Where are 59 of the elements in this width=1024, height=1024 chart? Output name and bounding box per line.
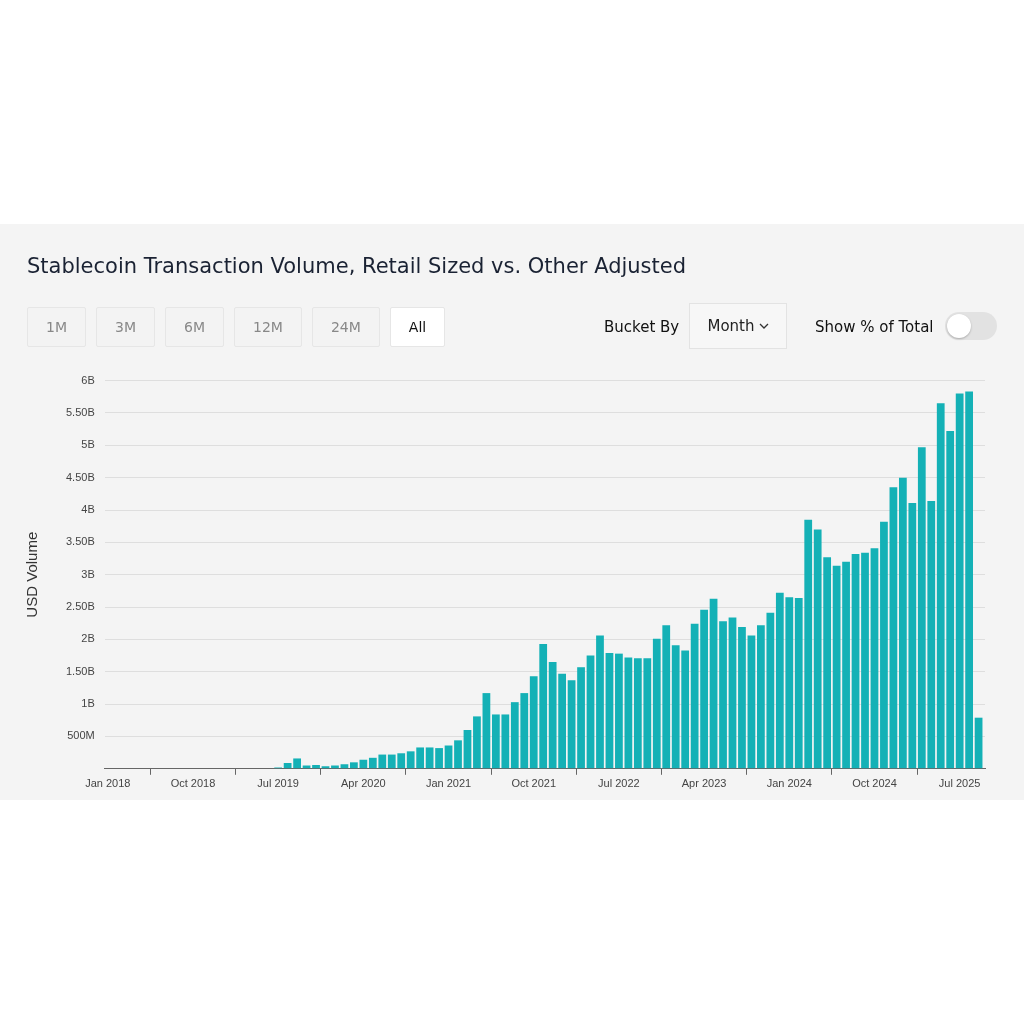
y-tick-label: 4.50B (66, 470, 95, 483)
bar (567, 680, 576, 769)
bar (719, 621, 727, 769)
y-tick-label: 1.50B (66, 664, 95, 677)
y-tick-label: 2.50B (66, 600, 95, 613)
bar (482, 693, 491, 769)
bar (832, 565, 841, 769)
bar (586, 655, 595, 769)
bar (709, 598, 718, 769)
chart-title: Stablecoin Transaction Volume, Retail Sized vs. Other Adjusted (27, 254, 687, 278)
x-tick-label: Jan 2024 (766, 777, 812, 790)
bar (435, 748, 443, 769)
bar (842, 561, 850, 769)
bar (425, 747, 434, 769)
y-tick-label: 5B (81, 438, 95, 451)
y-tick-label: 4B (81, 503, 95, 516)
y-tick-label: 3.50B (66, 535, 95, 548)
bar (728, 617, 737, 769)
bar (880, 521, 888, 769)
x-tick-label: Apr 2023 (681, 777, 727, 790)
y-tick-label: 5.50B (66, 405, 95, 418)
text: Show % of Total (815, 318, 934, 336)
bar (577, 667, 585, 769)
bar (851, 554, 860, 769)
x-tick-label: Jul 2025 (938, 777, 981, 790)
text: All (389, 307, 446, 347)
y-tick-label: 500M (67, 729, 95, 742)
text: 24M (311, 307, 380, 347)
x-tick-label: Oct 2024 (852, 777, 897, 790)
text: Month (707, 317, 755, 335)
y-tick-label: 3B (81, 567, 95, 580)
bar (747, 635, 756, 769)
bar (473, 716, 481, 769)
x-tick-label: Oct 2018 (170, 777, 216, 790)
bar (738, 627, 746, 769)
bar (454, 740, 462, 769)
y-axis-title: USD Volume (23, 531, 41, 618)
y-tick-label: 2B (81, 632, 95, 645)
x-tick-label: Jul 2019 (257, 777, 299, 790)
text: Bucket By (604, 318, 680, 336)
text: 3M (96, 307, 155, 347)
x-tick-label: Jan 2018 (85, 777, 131, 790)
x-tick-label: Apr 2020 (341, 777, 386, 790)
bar (312, 764, 320, 769)
bar (596, 635, 604, 769)
text: 1M (27, 307, 86, 347)
bar (861, 552, 869, 769)
bar (870, 548, 879, 769)
x-tick-label: Jul 2022 (598, 777, 640, 790)
bar (605, 652, 614, 769)
x-tick-label: Oct 2021 (511, 777, 557, 790)
text: 12M (234, 307, 302, 347)
bar (340, 764, 349, 769)
y-tick-label: 1B (81, 697, 95, 710)
bar (463, 729, 472, 769)
x-tick-label: Jan 2021 (425, 777, 472, 790)
y-tick-label: 6B (81, 373, 95, 386)
bar (889, 487, 898, 769)
text: 6M (165, 307, 224, 347)
